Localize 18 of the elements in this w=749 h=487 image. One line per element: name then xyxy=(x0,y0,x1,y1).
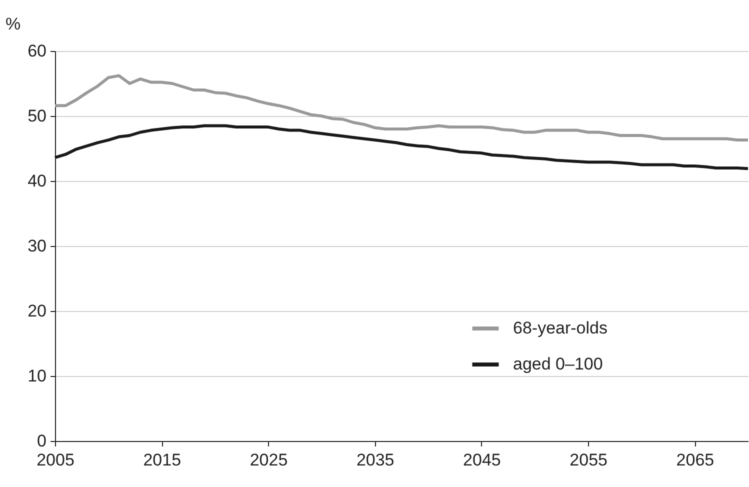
x-tick-label: 2045 xyxy=(463,450,501,470)
y-tick-label: 10 xyxy=(28,366,46,386)
x-tick-label: 2055 xyxy=(570,450,608,470)
x-tick-label: 2005 xyxy=(36,450,74,470)
x-tick-label: 2035 xyxy=(356,450,394,470)
y-tick-label: 0 xyxy=(37,432,46,450)
legend-label: 68-year-olds xyxy=(513,318,608,338)
x-tick-label: 2025 xyxy=(250,450,288,470)
legend-label: aged 0–100 xyxy=(513,354,603,374)
y-axis-title: % xyxy=(6,14,21,34)
x-tick-label: 2015 xyxy=(143,450,182,470)
y-tick-label: 30 xyxy=(28,236,46,256)
x-tick-label: 2065 xyxy=(676,450,714,470)
line-series xyxy=(54,74,749,142)
y-tick-label: 20 xyxy=(28,302,46,320)
y-tick-label: 40 xyxy=(28,172,46,190)
y-tick-label: 50 xyxy=(28,106,46,126)
y-tick-label: 60 xyxy=(28,42,46,60)
